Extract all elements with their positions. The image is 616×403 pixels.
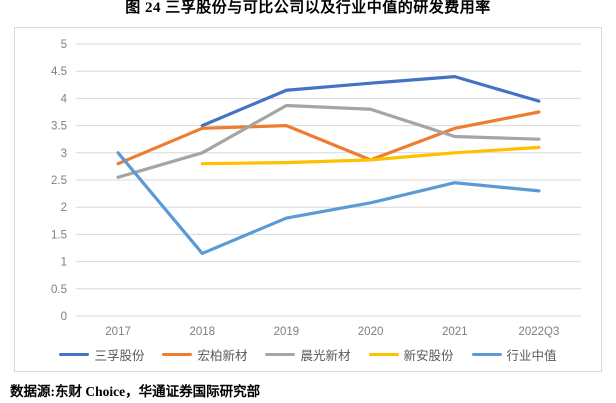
chart-legend: 三孚股份 宏柏新材 晨光新材 新安股份 行业中值 (15, 345, 601, 364)
series-line-宏柏新材 (116, 110, 541, 166)
y-axis-tick-label: 1 (61, 257, 67, 269)
legend-item: 晨光新材 (265, 345, 351, 364)
legend-line-swatch (59, 353, 90, 356)
legend-line-swatch (265, 353, 296, 356)
y-axis-tick-label: 0 (61, 311, 67, 323)
y-axis-tick-label: 3 (61, 148, 67, 160)
legend-line-swatch (471, 353, 502, 356)
x-axis-tick-label: 2022Q3 (518, 326, 559, 338)
x-axis-tick-label: 2020 (358, 326, 384, 338)
series-line-三孚股份 (200, 75, 541, 128)
y-axis-tick-label: 4 (61, 93, 68, 105)
legend-label: 新安股份 (403, 349, 454, 363)
chart-frame: 0 0.5 1 1.5 2 2.5 3 3.5 4 4.5 5 2017 2018 2019 2020 202… (14, 27, 602, 372)
x-axis-tick-label: 2021 (442, 326, 468, 338)
y-axis-tick-label: 2.5 (51, 175, 67, 187)
series-line-新安股份 (200, 145, 541, 166)
x-axis-tick-label: 2017 (105, 326, 131, 338)
x-axis-tick-label: 2019 (274, 326, 300, 338)
series-line-行业中值 (116, 151, 541, 256)
y-axis-tick-label: 0.5 (51, 284, 67, 296)
chart-title: 图 24 三孚股份与可比公司以及行业中值的研发费用率 (125, 0, 491, 16)
legend-item: 三孚股份 (59, 345, 144, 364)
y-axis-tick-label: 4.5 (51, 66, 67, 78)
legend-label: 行业中值 (506, 349, 557, 363)
y-axis-tick-label: 3.5 (51, 121, 67, 133)
legend-label: 三孚股份 (94, 349, 145, 363)
legend-item: 行业中值 (471, 345, 557, 364)
y-axis-tick-label: 1.5 (51, 229, 67, 241)
source-note: 数据源:东财 Choice，华通证券国际研究部 (10, 384, 261, 399)
y-axis-tick-label: 2 (61, 202, 67, 214)
legend-label: 晨光新材 (300, 349, 351, 363)
legend-line-swatch (368, 353, 399, 356)
x-axis-tick-label: 2018 (189, 326, 215, 338)
legend-item: 宏柏新材 (162, 345, 247, 364)
legend-item: 新安股份 (368, 345, 454, 364)
legend-label: 宏柏新材 (197, 349, 248, 363)
y-axis-tick-label: 5 (61, 39, 67, 51)
legend-line-swatch (162, 353, 193, 356)
series-line-晨光新材 (116, 103, 541, 179)
chart-canvas: 0 0.5 1 1.5 2 2.5 3 3.5 4 4.5 5 2017 2018 2019 2020 202… (51, 39, 581, 338)
